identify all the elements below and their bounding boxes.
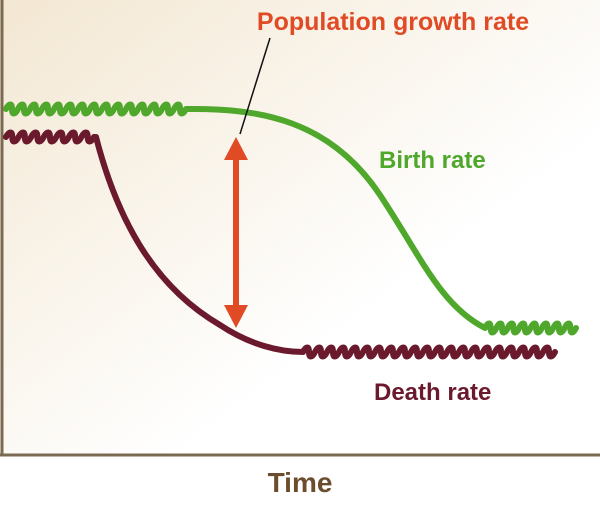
growth-rate-arrow-head-up [224,137,248,160]
series-line-death-rate [3,129,558,360]
plot-background [0,0,600,456]
growth-rate-arrow-head-down [224,305,248,328]
annotation-leader-line [239,37,271,135]
series-label-birth-rate: Birth rate [379,147,486,174]
series-label-death-rate: Death rate [374,379,491,406]
series-line-birth-rate [3,101,579,336]
annotation-label: Population growth rate [257,8,529,36]
growth-rate-arrow [224,37,271,328]
x-axis-label: Time [268,467,333,498]
series-layer [3,101,579,360]
